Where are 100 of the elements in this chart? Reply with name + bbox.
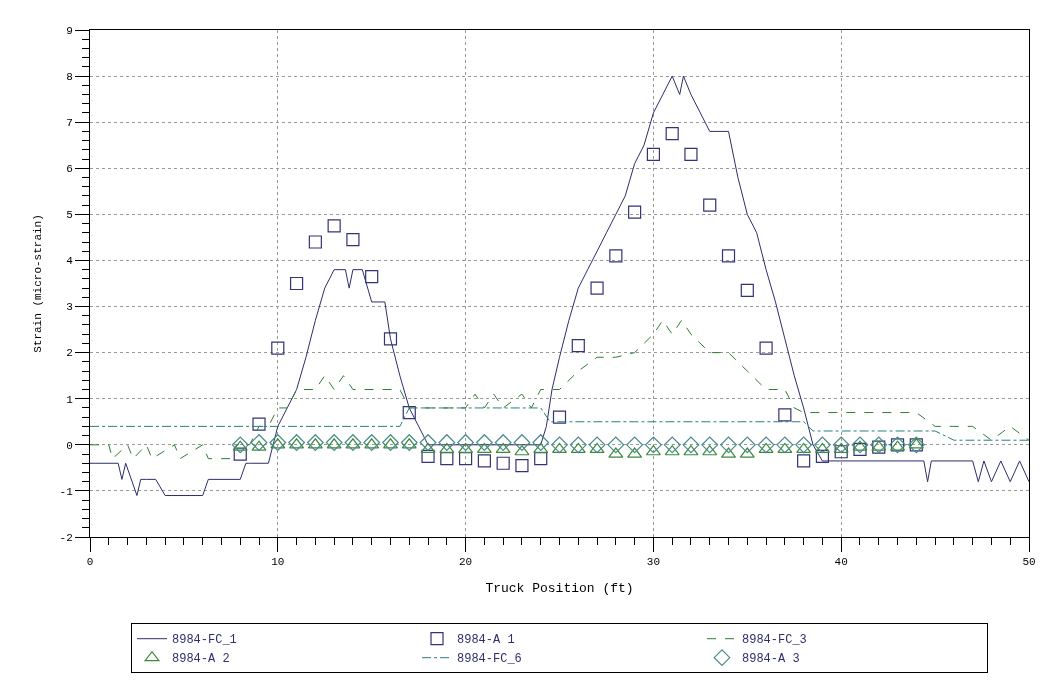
point [663, 436, 681, 454]
point [308, 235, 322, 249]
y-tick-label: 2 [66, 347, 73, 360]
point [645, 436, 662, 454]
point [607, 436, 625, 454]
y-tick-label: 4 [66, 255, 74, 268]
point [289, 276, 304, 291]
y-tick-label: -1 [59, 485, 74, 498]
point [402, 405, 416, 420]
x-tick-label: 0 [86, 556, 94, 569]
x-tick-label: 40 [834, 556, 848, 569]
point [776, 436, 794, 454]
point [515, 458, 529, 473]
point [271, 341, 285, 355]
x-tick-label: 30 [646, 556, 660, 569]
point [365, 269, 379, 284]
y-tick-label: -2 [59, 531, 73, 544]
point [609, 249, 623, 263]
point [438, 434, 456, 451]
point [665, 127, 679, 141]
point [327, 219, 341, 233]
point [420, 442, 436, 454]
point [233, 447, 247, 461]
point [721, 249, 736, 263]
point [796, 442, 812, 454]
point [419, 434, 437, 451]
x-tick-label: 50 [1022, 556, 1036, 569]
point [740, 283, 754, 298]
point [738, 436, 756, 454]
y-tick-label: 6 [66, 163, 73, 176]
point [834, 445, 848, 459]
point [851, 436, 869, 454]
y-tick-label: 1 [66, 393, 74, 406]
point [777, 442, 793, 454]
point [457, 434, 474, 451]
point [552, 410, 567, 424]
point [346, 233, 360, 247]
y-axis-title: Strain (micro-strain) [32, 214, 45, 353]
point [513, 434, 531, 451]
point [797, 454, 811, 468]
y-tick-label: 3 [66, 301, 73, 314]
point [496, 456, 510, 470]
point [684, 147, 698, 162]
point [590, 281, 604, 295]
point [570, 442, 586, 454]
legend-label: 8984-A 3 [742, 652, 800, 667]
y-tick-label: 7 [66, 117, 73, 130]
point [551, 442, 568, 454]
point [701, 436, 719, 454]
legend-label: 8984-FC_6 [457, 652, 522, 667]
point [458, 442, 474, 454]
point [252, 417, 266, 431]
point [494, 434, 512, 451]
point [551, 436, 568, 454]
point [569, 436, 587, 454]
point [589, 442, 605, 454]
y-tick-label: 9 [66, 24, 73, 37]
point [720, 436, 737, 454]
line-series [90, 75, 1029, 497]
point [815, 449, 830, 463]
point [853, 442, 867, 457]
point [759, 341, 773, 355]
x-tick-label: 10 [271, 556, 285, 569]
point [646, 147, 660, 162]
point [439, 442, 455, 454]
point [870, 436, 888, 454]
point [833, 442, 849, 454]
point [814, 442, 830, 454]
x-axis-title: Truck Position (ft) [485, 580, 634, 596]
point [571, 339, 585, 353]
y-tick-label: 8 [66, 70, 73, 83]
legend-label: 8984-FC_3 [742, 633, 807, 648]
point [626, 436, 644, 454]
legend-label: 8984-A 2 [172, 652, 230, 667]
legend-label: 8984-FC_1 [172, 633, 237, 648]
line-series [90, 407, 1029, 441]
point [778, 408, 792, 422]
x-tick-label: 20 [459, 556, 473, 569]
point [477, 454, 491, 468]
y-tick-label: 0 [66, 439, 73, 452]
point [814, 436, 831, 454]
point [757, 436, 775, 454]
point [628, 205, 642, 219]
y-tick-label: 5 [66, 209, 73, 222]
point [758, 442, 774, 454]
point [533, 442, 549, 454]
point [588, 436, 606, 454]
point [383, 332, 398, 346]
point [832, 436, 850, 454]
point [703, 198, 717, 212]
point [476, 442, 492, 454]
point [475, 434, 493, 451]
point [421, 449, 435, 463]
legend-label: 8984-A 1 [457, 633, 515, 648]
line-series [90, 319, 1029, 460]
point [231, 436, 249, 454]
point [495, 442, 511, 454]
point [250, 434, 268, 451]
point [682, 436, 700, 454]
point [795, 436, 813, 454]
